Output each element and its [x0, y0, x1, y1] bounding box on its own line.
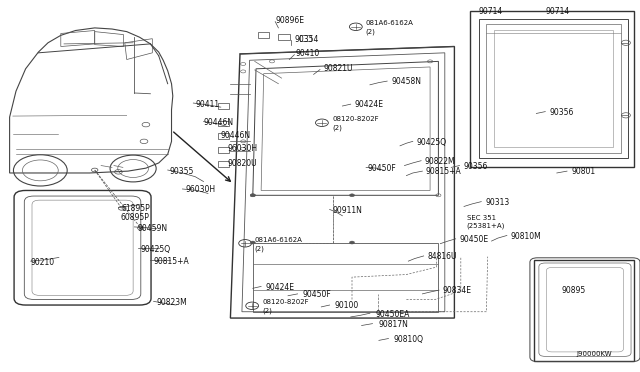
Bar	[300, 35, 311, 41]
Text: 90425Q: 90425Q	[141, 245, 171, 254]
Circle shape	[349, 194, 355, 197]
Text: 90820U: 90820U	[227, 159, 257, 168]
Bar	[278, 34, 290, 40]
Text: (2): (2)	[262, 307, 272, 314]
Text: 90100: 90100	[334, 301, 358, 310]
Text: 90450F: 90450F	[303, 290, 332, 299]
Text: 90895: 90895	[562, 286, 586, 295]
Text: (25381+A): (25381+A)	[467, 222, 505, 229]
Text: 90446N: 90446N	[204, 118, 234, 127]
Text: 08120-8202F: 08120-8202F	[333, 116, 380, 122]
Bar	[218, 161, 229, 167]
Text: 90911N: 90911N	[333, 206, 363, 215]
Text: 90450E: 90450E	[460, 235, 489, 244]
Circle shape	[250, 241, 255, 244]
Text: 90815+A: 90815+A	[426, 167, 461, 176]
Text: 90411: 90411	[195, 100, 220, 109]
Text: 90817N: 90817N	[378, 320, 408, 329]
Bar	[534, 260, 634, 361]
Text: 90425Q: 90425Q	[417, 138, 447, 147]
Text: 90450F: 90450F	[368, 164, 397, 173]
Text: 90821U: 90821U	[323, 64, 353, 73]
Text: 96030H: 96030H	[186, 185, 216, 194]
Circle shape	[349, 241, 355, 244]
Text: 90355: 90355	[170, 167, 194, 176]
Bar	[218, 147, 229, 153]
Text: 90834E: 90834E	[443, 286, 472, 295]
Text: (2): (2)	[365, 28, 375, 35]
Text: 90446N: 90446N	[221, 131, 251, 140]
Text: 90356: 90356	[463, 162, 488, 171]
Text: 90810M: 90810M	[511, 232, 541, 241]
Text: 96030H: 96030H	[227, 144, 257, 153]
Text: 84816U: 84816U	[428, 252, 457, 261]
Bar	[470, 11, 634, 167]
Text: 90822M: 90822M	[424, 157, 455, 166]
Text: 90424E: 90424E	[266, 283, 294, 292]
Text: 90210: 90210	[31, 258, 55, 267]
Text: 081A6-6162A: 081A6-6162A	[255, 237, 303, 243]
Text: 90458N: 90458N	[392, 77, 422, 86]
Text: 90459N: 90459N	[138, 224, 168, 232]
Text: SEC 351: SEC 351	[467, 215, 496, 221]
Text: 90450EA: 90450EA	[375, 310, 410, 319]
Text: 90896E: 90896E	[275, 16, 304, 25]
Text: 90313: 90313	[485, 198, 509, 207]
Text: 081A6-6162A: 081A6-6162A	[365, 20, 413, 26]
Text: 90410: 90410	[296, 49, 320, 58]
Text: 90714: 90714	[545, 7, 570, 16]
Text: 90354: 90354	[294, 35, 319, 44]
Circle shape	[250, 194, 255, 197]
Text: 90714: 90714	[479, 7, 503, 16]
Text: (2): (2)	[333, 124, 342, 131]
Text: 90424E: 90424E	[355, 100, 383, 109]
Text: 90810Q: 90810Q	[394, 335, 424, 344]
Text: (2): (2)	[255, 245, 264, 252]
Text: 08120-8202F: 08120-8202F	[262, 299, 309, 305]
Bar	[218, 133, 229, 139]
Bar	[218, 103, 229, 109]
Text: 90823M: 90823M	[157, 298, 188, 307]
Text: 60895P: 60895P	[120, 213, 149, 222]
Bar	[218, 121, 229, 126]
Text: 61895P: 61895P	[122, 204, 150, 213]
Text: 90356: 90356	[549, 108, 573, 117]
Text: J90000KW: J90000KW	[576, 351, 612, 357]
Text: 90801: 90801	[572, 167, 596, 176]
Bar	[258, 32, 269, 38]
Text: 90815+A: 90815+A	[154, 257, 189, 266]
